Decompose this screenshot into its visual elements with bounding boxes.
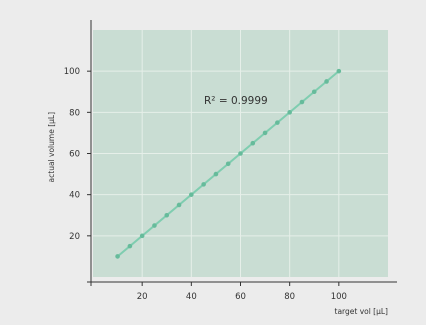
y-tick-label: 60	[69, 150, 80, 160]
r-squared-annotation: R² = 0.9999	[204, 95, 268, 107]
data-point	[262, 130, 268, 136]
data-point	[164, 212, 170, 218]
y-tick-label: 20	[69, 232, 80, 242]
data-point	[127, 243, 133, 249]
data-points	[115, 68, 342, 259]
data-point	[324, 79, 329, 84]
data-point	[225, 161, 231, 167]
x-tick-label: 80	[284, 292, 295, 302]
x-tick-label: 40	[186, 292, 197, 302]
data-point	[176, 202, 182, 208]
y-tick-label: 40	[69, 191, 80, 201]
y-ticks: 20 40 60 80 100	[64, 67, 91, 242]
data-point	[213, 171, 219, 177]
data-point	[189, 192, 194, 197]
data-point	[287, 110, 292, 115]
data-point	[275, 120, 280, 125]
x-tick-label: 60	[235, 292, 246, 302]
data-point	[311, 89, 317, 95]
data-point	[250, 140, 256, 146]
x-ticks: 20 40 60 80 100	[137, 282, 347, 302]
data-point	[299, 99, 305, 105]
x-tick-label: 100	[331, 292, 347, 302]
x-axis-label: target vol [µL]	[335, 307, 389, 316]
x-tick-label: 20	[137, 292, 148, 302]
data-point	[201, 182, 206, 187]
data-point	[336, 68, 342, 74]
data-point	[238, 151, 243, 156]
data-point	[152, 223, 157, 228]
y-tick-label: 80	[69, 108, 80, 118]
data-point	[139, 233, 145, 239]
data-point	[115, 254, 120, 259]
y-axis-label: actual volume [µL]	[47, 112, 56, 183]
y-tick-label: 100	[64, 67, 80, 77]
